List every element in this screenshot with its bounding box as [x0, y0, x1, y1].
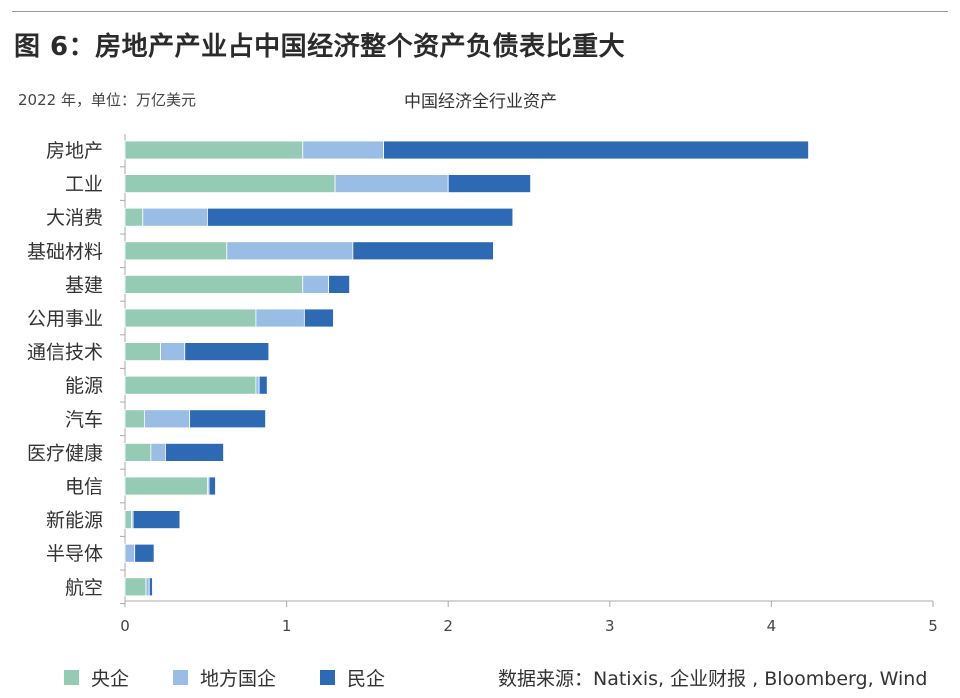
bar-10-series-0: [124, 476, 208, 496]
bar-13-series-1: [145, 577, 150, 597]
bar-7-series-0: [124, 375, 257, 395]
legend-label-local-soe: 地方国企: [200, 668, 277, 690]
bar-4-series-0: [124, 274, 304, 294]
chart-title: 中国经济全行业资产: [404, 92, 557, 112]
bar-4-series-2: [328, 274, 351, 294]
bar-7-series-2: [258, 375, 268, 395]
x-tick-label-2: 2: [443, 617, 453, 635]
x-tick-label-5: 5: [928, 617, 938, 635]
category-label-0: 房地产: [46, 140, 103, 162]
bar-4-series-1: [302, 274, 330, 294]
bar-13-series-2: [148, 577, 153, 597]
category-label-3: 基础材料: [27, 241, 103, 263]
figure-title: 图 6：房地产产业占中国经济整个资产负债表比重大: [14, 32, 626, 62]
legend: 央企 地方国企 民企: [64, 664, 429, 691]
bar-9-series-0: [124, 442, 152, 462]
category-label-8: 汽车: [65, 409, 103, 431]
bar-13-series-0: [124, 577, 147, 597]
category-label-10: 电信: [65, 476, 103, 498]
bar-9-series-2: [164, 442, 224, 462]
top-rule: [12, 11, 948, 12]
category-label-11: 新能源: [46, 510, 103, 532]
bar-2-series-1: [142, 207, 208, 227]
x-tick-label-0: 0: [120, 617, 130, 635]
bar-9-series-1: [150, 442, 166, 462]
bar-12-series-2: [134, 543, 155, 563]
bar-2-series-0: [124, 207, 144, 227]
category-label-6: 通信技术: [27, 342, 103, 364]
category-label-5: 公用事业: [27, 308, 103, 330]
bar-5-series-1: [255, 308, 305, 328]
bar-6-series-1: [160, 342, 186, 362]
bar-7-series-1: [255, 375, 260, 395]
category-label-1: 工业: [65, 174, 103, 196]
category-label-7: 能源: [65, 375, 103, 397]
bar-2-series-2: [207, 207, 514, 227]
legend-swatch-central-soe: [64, 670, 79, 685]
bar-8-series-1: [143, 409, 191, 429]
bar-1-series-2: [447, 174, 532, 194]
x-tick-label-3: 3: [605, 617, 615, 635]
category-label-4: 基建: [65, 274, 103, 296]
bar-12-series-1: [124, 543, 136, 563]
bar-3-series-0: [124, 241, 228, 261]
stacked-bar-chart: 0 1 2 3 4 5 房地产工业大消费基础材料基建公用事业通信技术能源汽车医疗健康电信新能…: [27, 134, 938, 635]
bar-11-series-0: [124, 510, 132, 530]
category-label-12: 半导体: [46, 543, 103, 565]
legend-label-central-soe: 央企: [91, 668, 130, 690]
legend-item-private: 民企: [320, 664, 385, 691]
legend-label-private: 民企: [347, 668, 386, 690]
category-label-13: 航空: [65, 577, 103, 599]
bar-11-series-2: [132, 510, 181, 530]
legend-item-local-soe: 地方国企: [173, 664, 276, 691]
bar-8-series-2: [189, 409, 266, 429]
bar-6-series-0: [124, 342, 161, 362]
bar-1-series-1: [334, 174, 449, 194]
bar-6-series-2: [184, 342, 270, 362]
bar-0-series-2: [383, 140, 809, 160]
category-label-9: 医疗健康: [27, 442, 103, 464]
bar-8-series-0: [124, 409, 145, 429]
category-label-2: 大消费: [46, 207, 103, 229]
bar-1-series-0: [124, 174, 336, 194]
legend-swatch-local-soe: [173, 670, 189, 685]
bar-0-series-1: [302, 140, 384, 160]
x-tick-label-1: 1: [282, 617, 292, 635]
legend-swatch-private: [320, 670, 336, 685]
bar-5-series-2: [303, 308, 334, 328]
source-note: 数据来源：Natixis, 企业财报 , Bloomberg, Wind: [498, 668, 928, 690]
legend-item-central-soe: 央企: [64, 664, 129, 691]
unit-note: 2022 年，单位：万亿美元: [18, 91, 196, 109]
bar-10-series-2: [208, 476, 216, 496]
x-tick-label-4: 4: [767, 617, 777, 635]
bar-3-series-2: [352, 241, 494, 261]
bar-0-series-0: [124, 140, 304, 160]
bar-3-series-1: [226, 241, 354, 261]
bar-5-series-0: [124, 308, 257, 328]
